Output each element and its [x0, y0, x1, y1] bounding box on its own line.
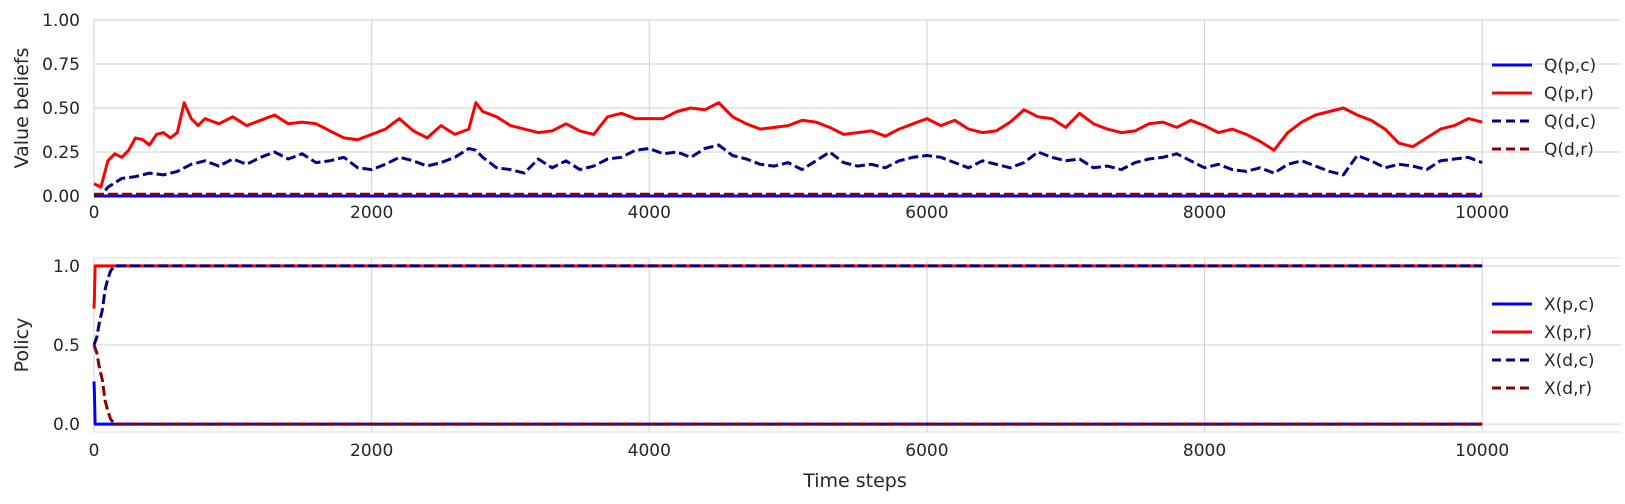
x-tick-label: 10000: [1455, 203, 1509, 223]
y-tick-label: 0.5: [53, 336, 80, 356]
y-tick-label: 0.0: [53, 415, 80, 435]
panel-2: 0 2000 4000 6000 8000 10000 0.0 0.5 1.0 Policy Tim…: [11, 257, 1621, 492]
series-line-x-p-r: [92, 264, 1483, 309]
legend-label: Q(p,c): [1544, 56, 1596, 76]
legend: Q(p,c) Q(p,r) Q(d,c) Q(d,r): [1492, 56, 1596, 160]
legend-label: X(d,r): [1544, 379, 1592, 399]
series-line-q-p-r: [93, 101, 1483, 189]
legend-label: X(d,c): [1544, 351, 1594, 371]
legend-label: Q(d,r): [1544, 140, 1594, 160]
x-axis-label: Time steps: [802, 470, 907, 492]
legend-label: Q(p,r): [1544, 84, 1594, 104]
y-tick-label: 0.00: [42, 187, 80, 207]
y-tick-label: 0.25: [42, 143, 80, 163]
legend-label: Q(d,c): [1544, 112, 1596, 132]
y-tick-label: 0.50: [42, 99, 80, 119]
x-tick-label: 6000: [905, 203, 948, 223]
x-tick-label: 0: [89, 203, 100, 223]
series-line-x-d-c: [92, 264, 1483, 346]
panel-1: 0 2000 4000 6000 8000 10000 0.00 0.25 0.50 0.75 1.…: [11, 11, 1621, 223]
y-axis-label: Policy: [11, 318, 33, 373]
legend-label: X(p,r): [1544, 323, 1592, 343]
y-tick-label: 0.75: [42, 55, 80, 75]
x-tick-label: 0: [89, 441, 100, 461]
y-tick-label: 1.0: [53, 257, 80, 277]
x-tick-label: 4000: [628, 441, 671, 461]
x-tick-label: 4000: [628, 203, 671, 223]
x-tick-label: 10000: [1455, 441, 1509, 461]
x-tick-label: 8000: [1183, 441, 1226, 461]
x-tick-label: 2000: [350, 441, 393, 461]
x-tick-label: 6000: [905, 441, 948, 461]
x-tick-label: 2000: [350, 203, 393, 223]
y-axis-label: Value beliefs: [11, 48, 33, 169]
y-tick-label: 1.00: [42, 11, 80, 31]
x-tick-label: 8000: [1183, 203, 1226, 223]
series-line-q-d-c: [94, 143, 1483, 198]
legend: X(p,c) X(p,r) X(d,c) X(d,r): [1492, 295, 1594, 399]
series-line-x-p-c: [92, 381, 1483, 426]
series-line-x-d-r: [92, 344, 1483, 426]
legend-label: X(p,c): [1544, 295, 1594, 315]
